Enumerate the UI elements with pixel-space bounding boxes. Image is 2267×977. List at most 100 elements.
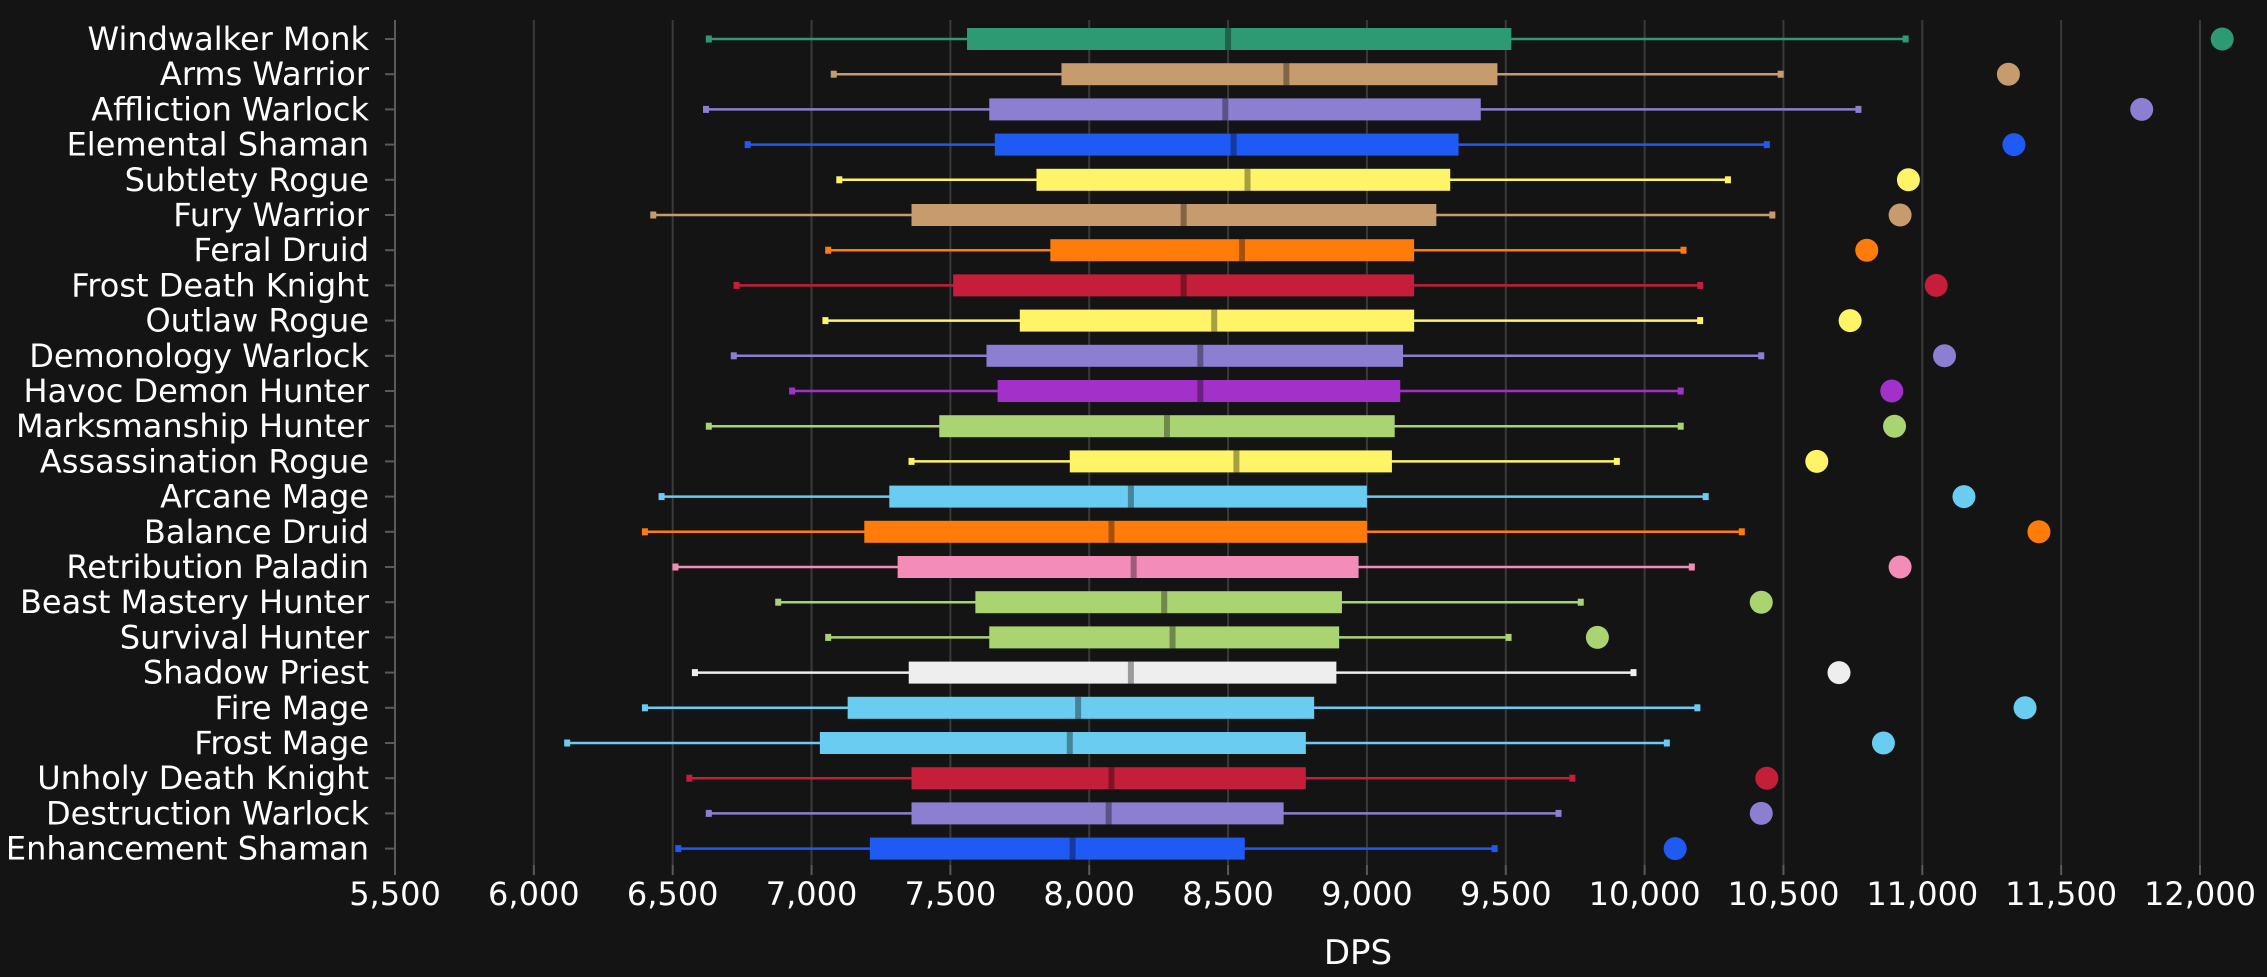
median-marker: [1127, 485, 1134, 508]
box-row: [705, 414, 1907, 438]
iqr-box: [1050, 239, 1415, 262]
median-marker: [1130, 556, 1137, 578]
median-marker: [1197, 380, 1204, 402]
median-marker: [1108, 520, 1115, 543]
outlier-point: [1871, 731, 1895, 755]
median-marker: [1105, 802, 1112, 825]
outlier-point: [2210, 27, 2234, 51]
outlier-point: [1888, 203, 1912, 227]
whisker-cap-min: [825, 633, 832, 641]
category-label: Arms Warrior: [160, 55, 370, 93]
outlier-point: [1880, 379, 1904, 403]
box-row: [650, 203, 1912, 227]
whisker-cap-min: [672, 563, 679, 571]
box-row: [830, 62, 2020, 86]
whisker-cap-min: [675, 845, 682, 853]
whisker-cap-min: [822, 317, 829, 325]
iqr-box: [975, 591, 1342, 614]
iqr-box: [989, 98, 1481, 121]
whisker-cap-min: [705, 809, 712, 817]
grid-lines: [532, 20, 2201, 865]
iqr-box: [864, 520, 1367, 543]
box-row: [733, 273, 1948, 297]
x-tick-label: 7,000: [766, 875, 858, 913]
box-row: [686, 766, 1779, 790]
x-tick-label: 12,000: [2144, 875, 2256, 913]
iqr-box: [986, 344, 1404, 367]
whisker-cap-max: [1577, 598, 1584, 606]
median-marker: [1238, 239, 1245, 262]
whisker-cap-max: [1763, 141, 1770, 149]
x-tick-label: 9,500: [1460, 875, 1552, 913]
box-row: [675, 837, 1687, 861]
median-marker: [1197, 344, 1204, 367]
outlier-point: [1952, 485, 1976, 509]
category-label: Windwalker Monk: [88, 20, 370, 58]
outlier-point: [1855, 238, 1879, 262]
category-label: Destruction Warlock: [46, 794, 369, 832]
median-marker: [1127, 661, 1134, 684]
outlier-point: [1663, 837, 1687, 861]
whisker-cap-max: [1613, 457, 1620, 465]
outlier-point: [1585, 625, 1609, 649]
box-row: [641, 520, 2051, 544]
iqr-box: [994, 133, 1459, 156]
category-label: Subtlety Rogue: [125, 161, 369, 199]
box-row: [775, 590, 1773, 614]
whisker-cap-min: [825, 246, 832, 254]
category-label: Outlaw Rogue: [145, 302, 369, 340]
outlier-point: [1749, 801, 1773, 825]
axes: 5,500 6,000 6,500 7,000 7,500 8,000 8,500 9,000…: [349, 20, 2256, 913]
whisker-cap-min: [705, 35, 712, 43]
iqr-box: [997, 380, 1401, 402]
x-tick-label: 6,000: [488, 875, 580, 913]
whisker-cap-min: [705, 422, 712, 430]
box-row: [672, 555, 1912, 579]
x-tick-label: 11,500: [2005, 875, 2117, 913]
whisker-cap-min: [775, 598, 782, 606]
whisker-cap-max: [1663, 739, 1670, 747]
category-label: Fury Warrior: [173, 196, 370, 234]
box-row: [789, 379, 1904, 403]
category-label: Retribution Paladin: [66, 548, 369, 586]
outlier-point: [1924, 273, 1948, 297]
median-marker: [1108, 767, 1115, 790]
category-label: Feral Druid: [194, 231, 369, 269]
whisker-cap-min: [789, 387, 796, 395]
box-row: [836, 168, 1920, 192]
median-marker: [1075, 696, 1082, 719]
box-plots: [564, 27, 2234, 861]
iqr-box: [1019, 309, 1415, 332]
x-tick-label: 10,000: [1589, 875, 1701, 913]
median-marker: [1283, 63, 1290, 86]
box-row: [822, 309, 1862, 333]
outlier-point: [1827, 661, 1851, 685]
iqr-box: [967, 28, 1512, 50]
whisker-cap-max: [1569, 774, 1576, 782]
box-row: [658, 485, 1976, 509]
box-row: [825, 238, 1879, 262]
iqr-box: [989, 626, 1340, 649]
outlier-point: [1749, 590, 1773, 614]
category-label: Unholy Death Knight: [37, 759, 369, 797]
outlier-point: [1896, 168, 1920, 192]
x-tick-label: 6,500: [627, 875, 719, 913]
whisker-cap-min: [703, 105, 710, 113]
outlier-point: [1933, 344, 1957, 368]
box-row: [744, 133, 2026, 157]
iqr-box: [939, 415, 1395, 438]
median-marker: [1161, 591, 1168, 614]
whisker-cap-max: [1769, 211, 1776, 219]
x-tick-label: 7,500: [905, 875, 997, 913]
whisker-cap-min: [691, 669, 698, 677]
whisker-cap-max: [1680, 246, 1687, 254]
x-tick-label: 5,500: [349, 875, 441, 913]
box-row: [730, 344, 1957, 368]
box-row: [641, 696, 2037, 720]
whisker-cap-min: [686, 774, 693, 782]
category-label: Frost Mage: [194, 724, 369, 762]
whisker-cap-min: [836, 176, 843, 184]
category-label: Survival Hunter: [120, 618, 370, 656]
iqr-box: [911, 802, 1284, 825]
